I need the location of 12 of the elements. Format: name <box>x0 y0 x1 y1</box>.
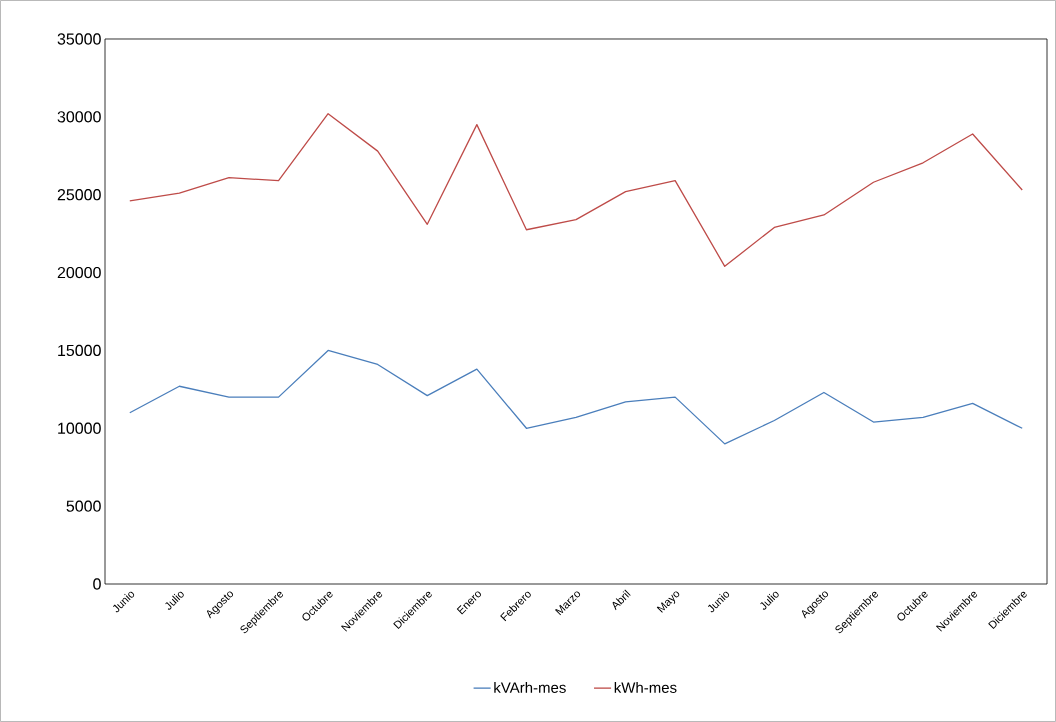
line-series <box>129 113 1023 267</box>
legend-label: kWh-mes <box>614 681 677 693</box>
y-tick-label: 30000 <box>57 111 101 123</box>
line-series <box>129 349 1023 445</box>
y-tick-label: 15000 <box>58 344 101 357</box>
y-tick-label: 5000 <box>66 500 101 512</box>
y-tick-label: 20000 <box>57 266 101 279</box>
y-tick-label: 25000 <box>57 189 101 201</box>
y-tick-label: 10000 <box>58 422 101 434</box>
y-tick-label: 0 <box>93 578 101 590</box>
y-tick-label: 35000 <box>57 33 101 45</box>
legend-label: kVArh-mes <box>494 681 566 693</box>
